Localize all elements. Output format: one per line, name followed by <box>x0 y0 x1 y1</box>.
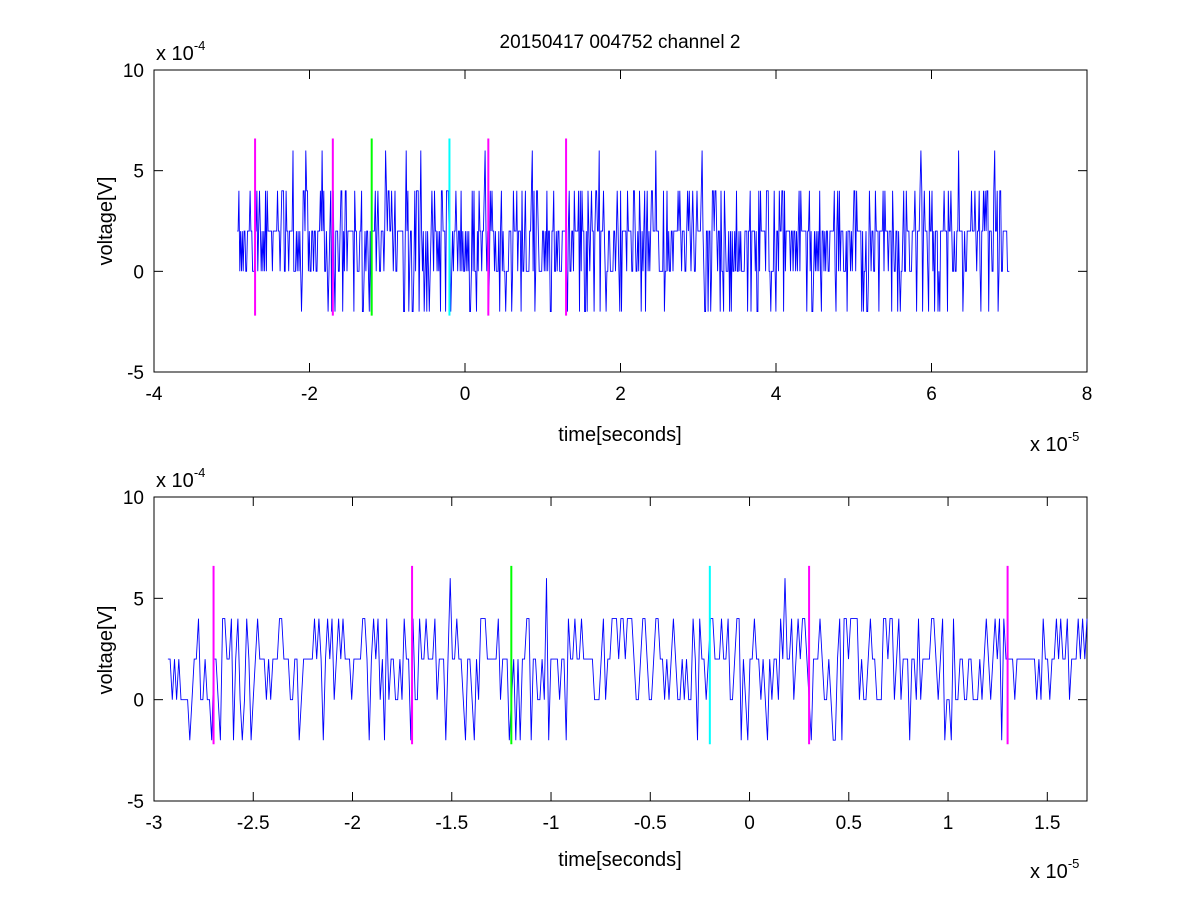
x-tick-label-bottom: -1 <box>543 813 560 834</box>
y-tick-label-bottom: 0 <box>133 691 144 712</box>
x-multiplier-bottom: x 10-5 <box>1030 856 1079 883</box>
x-tick-label-top: 2 <box>615 384 626 405</box>
x-multiplier-exponent-bottom: -5 <box>1068 856 1080 871</box>
x-tick-label-top: -2 <box>301 384 318 405</box>
x-ticks-bottom: -3 -2.5 -2 -1.5 -1 -0.5 0 0.5 1 1.5 <box>146 497 1061 834</box>
x-tick-label-bottom: -3 <box>146 813 163 834</box>
x-axis-label-top: time[seconds] <box>558 424 681 446</box>
plot-area-top <box>237 138 1010 316</box>
x-tick-label-bottom: 1.5 <box>1034 813 1060 834</box>
y-tick-label-bottom: -5 <box>127 792 144 813</box>
subplot-top: -4 -2 0 2 4 6 8 -5 0 5 10 time[seconds] voltage[V… <box>95 38 1092 456</box>
signal-trace-bottom <box>167 578 1088 741</box>
y-multiplier-top: x 10-4 <box>156 38 205 65</box>
x-tick-label-bottom: -1.5 <box>435 813 468 834</box>
x-tick-label-top: 4 <box>771 384 782 405</box>
x-tick-label-bottom: -2.5 <box>237 813 270 834</box>
y-axis-label-bottom: voltage[V] <box>95 606 117 695</box>
y-tick-label-top: 5 <box>133 162 144 183</box>
y-ticks-bottom: -5 0 5 10 <box>123 488 1087 813</box>
y-tick-label-bottom: 10 <box>123 488 144 509</box>
y-multiplier-exponent-bottom: -4 <box>194 465 206 480</box>
x-tick-label-bottom: -2 <box>344 813 361 834</box>
figure-title: 20150417 004752 channel 2 <box>500 32 741 53</box>
y-tick-label-top: -5 <box>127 363 144 384</box>
x-tick-label-top: 0 <box>460 384 471 405</box>
x-multiplier-exponent-top: -5 <box>1068 429 1080 444</box>
x-tick-label-top: 8 <box>1082 384 1093 405</box>
axes-box-bottom <box>153 496 1088 802</box>
x-axis-label-bottom: time[seconds] <box>558 849 681 871</box>
x-tick-label-top: 6 <box>926 384 937 405</box>
y-tick-label-bottom: 5 <box>133 589 144 610</box>
signal-trace-top <box>237 150 1010 313</box>
y-ticks-top: -5 0 5 10 <box>123 61 1087 384</box>
y-axis-label-top: voltage[V] <box>95 177 117 266</box>
x-ticks-top: -4 -2 0 2 4 6 8 <box>146 70 1093 405</box>
y-multiplier-exponent-top: -4 <box>194 38 206 53</box>
x-tick-label-bottom: 0.5 <box>836 813 862 834</box>
x-tick-label-bottom: -0.5 <box>634 813 667 834</box>
plot-area-bottom <box>167 565 1088 745</box>
y-tick-label-top: 0 <box>133 262 144 283</box>
subplot-bottom: -3 -2.5 -2 -1.5 -1 -0.5 0 0.5 1 1.5 -5 0 5 10 time[s… <box>95 465 1088 883</box>
y-tick-label-top: 10 <box>123 61 144 82</box>
x-tick-label-bottom: 1 <box>943 813 954 834</box>
x-tick-label-bottom: 0 <box>744 813 755 834</box>
x-multiplier-top: x 10-5 <box>1030 429 1079 456</box>
x-tick-label-top: -4 <box>146 384 163 405</box>
y-multiplier-bottom: x 10-4 <box>156 465 205 492</box>
